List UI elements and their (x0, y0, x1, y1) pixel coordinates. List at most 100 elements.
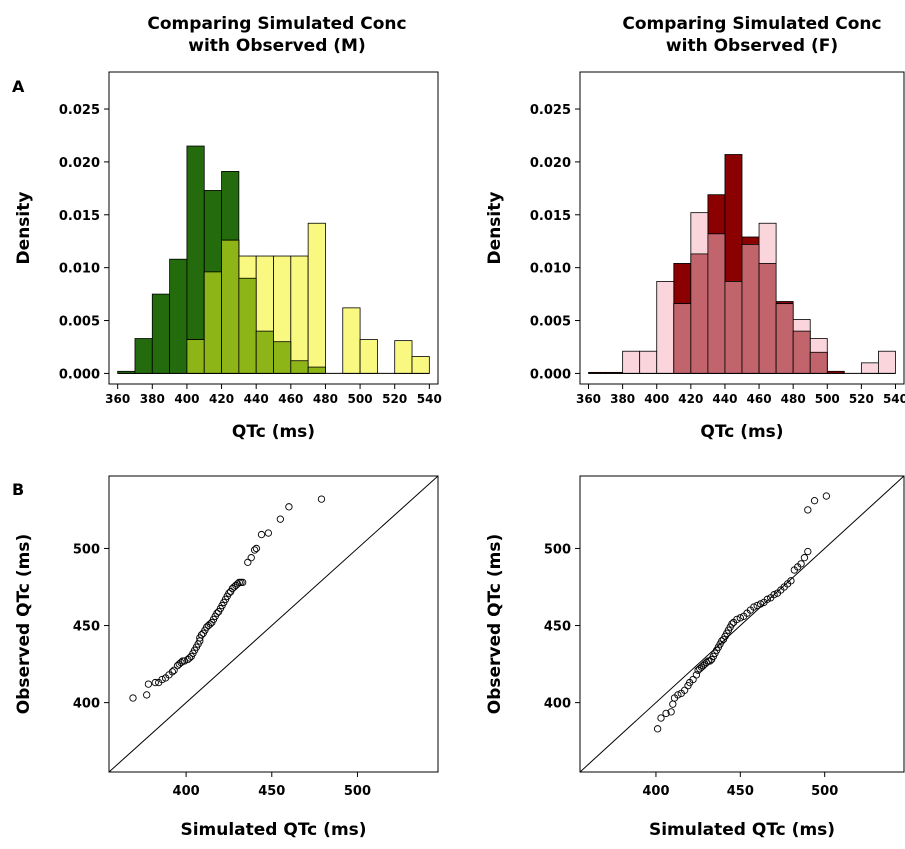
x-tick-label: 380 (610, 392, 635, 406)
y-tick-label: 500 (544, 542, 571, 557)
x-axis-label: QTc (ms) (232, 422, 315, 442)
hist-bar-overlap (221, 239, 240, 374)
plot-frame (579, 71, 905, 385)
qq-plot-male: 400 450 500 400 450 500 Simulated QTc (ms) Obse… (14, 475, 439, 840)
hist-bar-series2 (622, 350, 641, 374)
y-tick-label: 0.000 (59, 367, 100, 382)
data-point (822, 492, 831, 500)
hist-bar-overlap (724, 281, 743, 374)
hist-bar-series2 (656, 281, 675, 374)
y-tick-label: 0.025 (530, 103, 571, 118)
y-tick-label: 0.015 (530, 209, 571, 224)
hist-bar-series2 (394, 340, 413, 374)
x-tick-label: 500 (344, 784, 371, 799)
data-point (770, 591, 778, 599)
qq-plot-female: 400 450 500 400 450 500 Simulated QTc (ms) Obse… (485, 475, 905, 840)
data-point (206, 620, 214, 628)
x-tick-label: 420 (209, 392, 234, 406)
x-tick-label: 480 (781, 392, 806, 406)
data-point (763, 595, 771, 603)
y-tick-label: 0.020 (59, 156, 100, 171)
y-tick-label: 0.000 (530, 367, 571, 382)
data-point (244, 558, 252, 566)
data-point (213, 609, 221, 617)
x-tick-label: 400 (642, 784, 669, 799)
hist-bar-series2 (359, 339, 378, 374)
data-point (317, 495, 326, 503)
hist-bar-series2 (342, 307, 361, 374)
x-tick-label: 500 (348, 392, 373, 406)
data-point (804, 547, 812, 556)
x-tick-label: 360 (576, 392, 601, 406)
identity-line (580, 476, 904, 772)
y-tick-label: 0.015 (59, 209, 100, 224)
hist-bar-overlap (186, 339, 205, 374)
plot-frame (579, 475, 905, 773)
data-point (800, 554, 809, 562)
data-point (143, 691, 151, 699)
x-tick-label: 460 (747, 392, 772, 406)
y-tick-label: 500 (73, 542, 100, 557)
x-tick-label: 420 (678, 392, 703, 406)
hist-bar-overlap (809, 351, 828, 374)
hist-bar-series2 (878, 350, 896, 374)
y-axis-label: Observed QTc (ms) (14, 534, 34, 715)
x-tick-label: 480 (313, 392, 338, 406)
hist-bar-series2 (639, 350, 658, 374)
x-tick-label: 450 (258, 784, 285, 799)
panel-label-a: A (12, 77, 25, 96)
hist-bar-series1 (134, 338, 153, 374)
x-axis-label: Simulated QTc (ms) (180, 820, 366, 840)
hist-bar-overlap (307, 366, 326, 374)
data-point (804, 506, 812, 514)
data-point (753, 601, 761, 610)
x-tick-label: 500 (811, 784, 838, 799)
identity-line (109, 476, 438, 772)
data-point (233, 580, 242, 588)
data-point (736, 614, 744, 622)
hist-bar-overlap (273, 341, 292, 374)
y-tick-label: 0.025 (59, 103, 100, 118)
data-point (733, 615, 741, 624)
y-tick-label: 0.010 (59, 262, 100, 277)
x-tick-label: 520 (382, 392, 407, 406)
data-point (669, 700, 677, 708)
hist-bar-series2 (860, 362, 879, 374)
hist-bar-series2 (411, 356, 430, 374)
x-tick-label: 360 (105, 392, 130, 406)
data-point (692, 671, 701, 679)
x-tick-label: 440 (712, 392, 737, 406)
chart-title: with Observed (F) (666, 36, 838, 56)
hist-bar-overlap (690, 253, 709, 374)
data-point (797, 560, 805, 568)
data-point (657, 714, 665, 722)
data-point (197, 631, 206, 639)
hist-bar-overlap (673, 303, 692, 374)
chart-title: Comparing Simulated Conc (622, 14, 881, 34)
data-point (252, 544, 261, 553)
x-tick-label: 400 (173, 784, 200, 799)
hist-bar-overlap (238, 277, 257, 374)
data-point (680, 686, 689, 694)
hist-bar-overlap (290, 360, 309, 374)
x-tick-label: 400 (644, 392, 669, 406)
hist-bar-series1 (169, 258, 188, 374)
panel-label-b: B (12, 480, 24, 499)
hist-bar-series2 (307, 222, 326, 374)
data-point (810, 497, 819, 505)
data-point (251, 546, 259, 554)
hist-bar-overlap (792, 330, 811, 374)
y-tick-label: 0.005 (530, 315, 571, 330)
data-point (168, 668, 177, 676)
data-point (276, 515, 285, 523)
data-point (264, 529, 273, 537)
x-tick-label: 450 (727, 784, 754, 799)
x-axis-label: QTc (ms) (700, 422, 783, 442)
data-point (129, 694, 137, 702)
y-tick-label: 0.020 (530, 156, 571, 171)
data-point (653, 725, 662, 733)
hist-bar-overlap (741, 243, 760, 374)
hist-bar-overlap (758, 263, 777, 374)
